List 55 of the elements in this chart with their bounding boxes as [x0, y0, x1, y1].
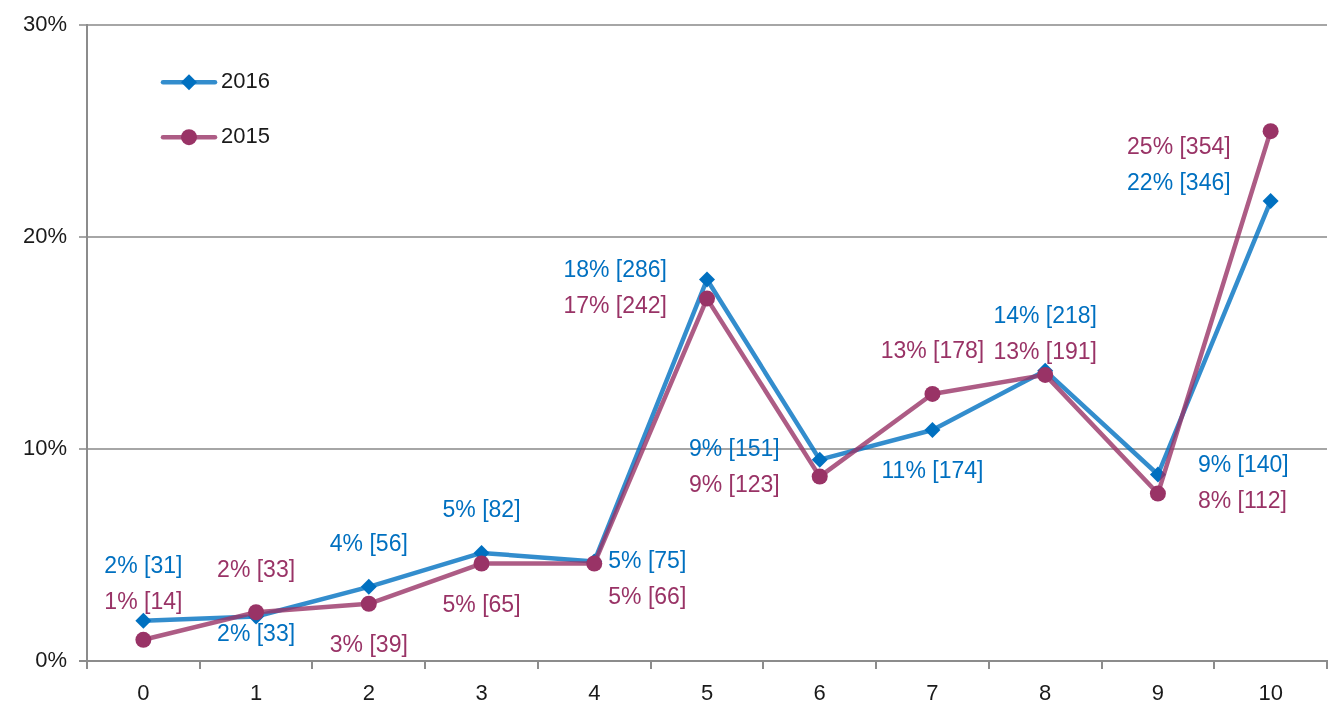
x-tick-label: 6 — [813, 680, 826, 706]
data-label: 4% [56] — [329, 530, 408, 557]
y-tick-label: 0% — [35, 647, 67, 673]
point — [1037, 366, 1054, 383]
data-label: 13% [191] — [993, 338, 1097, 364]
data-label: 8% [112] — [1197, 487, 1287, 514]
x-tick-label: 8 — [1039, 680, 1052, 706]
data-label: 2% [31] — [104, 552, 183, 579]
legend-label: 2015 — [221, 123, 270, 149]
data-label: 25% [354] — [1127, 133, 1231, 160]
data-label: 9% [151] — [688, 435, 780, 462]
data-label: 2% [33] — [217, 619, 296, 646]
x-tick-label: 1 — [249, 680, 263, 706]
y-tick-label: 10% — [22, 435, 67, 461]
point — [924, 385, 941, 402]
point — [1262, 193, 1279, 210]
point — [248, 604, 265, 621]
y-tick-label: 20% — [22, 223, 67, 249]
x-tick-label: 10 — [1258, 680, 1283, 706]
point — [473, 555, 490, 572]
x-tick-label: 7 — [926, 680, 939, 706]
data-label: 1% [14] — [104, 588, 183, 615]
data-label: 13% [178] — [880, 337, 985, 364]
y-tick-label: 30% — [22, 11, 67, 37]
point — [360, 595, 377, 612]
point — [360, 578, 377, 595]
point — [135, 631, 152, 648]
data-label: 5% [75] — [608, 546, 687, 573]
data-label: 3% [39] — [329, 631, 408, 658]
x-tick-label: 9 — [1151, 680, 1165, 706]
x-tick-label: 5 — [700, 680, 714, 706]
x-tick-label: 2 — [362, 680, 375, 706]
point — [811, 451, 828, 468]
x-tick-label: 4 — [588, 680, 601, 706]
data-label: 5% [65] — [442, 590, 521, 617]
data-label: 18% [286] — [563, 256, 668, 283]
data-label: 9% [123] — [688, 471, 780, 498]
point — [924, 421, 941, 438]
data-label: 2% [33] — [217, 555, 296, 582]
point — [1262, 123, 1279, 140]
data-label: 5% [66] — [608, 582, 687, 609]
point — [1149, 485, 1166, 502]
data-label: 22% [346] — [1127, 169, 1231, 196]
point — [135, 612, 152, 629]
data-label: 14% [218] — [993, 302, 1097, 328]
legend-label: 2016 — [221, 68, 270, 94]
point — [699, 290, 715, 307]
data-label: 11% [174] — [881, 457, 984, 484]
point — [699, 271, 715, 288]
x-tick-label: 0 — [137, 680, 150, 706]
x-tick-label: 3 — [475, 680, 488, 706]
point — [811, 468, 828, 485]
data-label: 5% [82] — [442, 496, 521, 523]
data-label: 17% [242] — [563, 292, 668, 319]
data-label: 9% [140] — [1197, 451, 1289, 478]
